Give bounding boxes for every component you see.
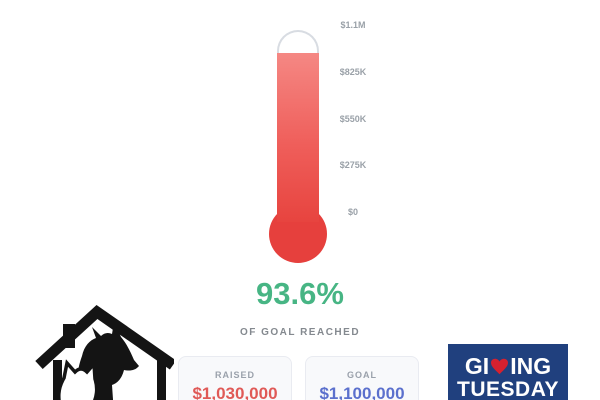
giving-tuesday-logo: GI ING TUESDAY: [448, 344, 568, 400]
thermometer-fill: [277, 52, 319, 222]
giving-tuesday-line1-post: ING: [510, 353, 552, 379]
roof-shape: [35, 304, 174, 370]
goal-value: $1,100,000: [319, 384, 405, 400]
raised-value: $1,030,000: [192, 384, 278, 400]
scale-label-275k: $275K: [339, 160, 367, 170]
percent-subtitle: OF GOAL REACHED: [239, 327, 361, 338]
raised-label: RAISED: [214, 370, 255, 380]
thermometer-empty-top: [277, 30, 319, 53]
scale-label-825k: $825K: [339, 67, 367, 77]
giving-tuesday-line1-pre: GI: [464, 353, 490, 379]
giving-tuesday-line1: GI ING: [448, 355, 568, 378]
left-wall-shape: [53, 360, 62, 400]
percent-reached: 93.6%: [256, 276, 344, 311]
right-wall-shape: [157, 360, 166, 400]
goal-label: GOAL: [347, 370, 377, 380]
raised-card: RAISED $1,030,000: [178, 356, 292, 400]
scale-label-1-1m: $1.1M: [340, 20, 366, 30]
scale-label-0: $0: [347, 207, 358, 217]
goal-card: GOAL $1,100,000: [305, 356, 419, 400]
giving-tuesday-line2: TUESDAY: [457, 378, 559, 400]
animal-shelter-house-dog-cat-logo: [35, 304, 174, 400]
cat-silhouette: [57, 359, 99, 400]
scale-label-550k: $550K: [339, 114, 367, 124]
heart-icon: [490, 356, 509, 375]
